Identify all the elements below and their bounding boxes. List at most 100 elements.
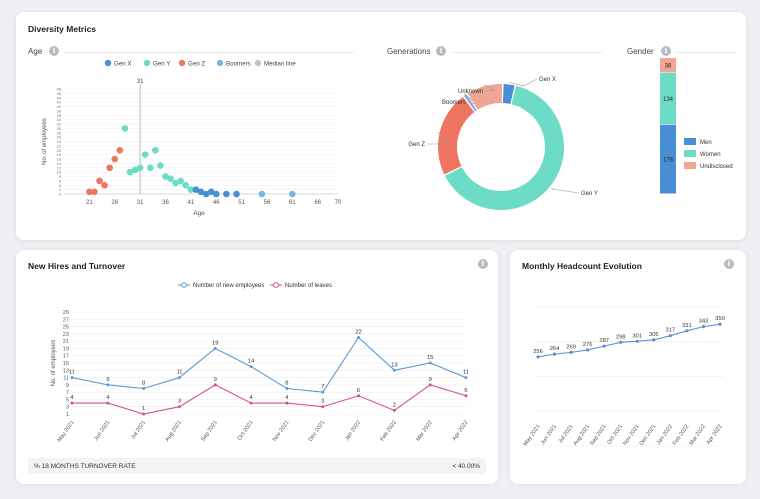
x-tick-label: Sep 2021: [589, 424, 608, 447]
x-axis-title: Age: [193, 210, 205, 217]
card-title: Diversity Metrics: [28, 24, 97, 34]
x-tick-label: 61: [289, 200, 296, 206]
legend-label: Gen Y: [153, 60, 170, 67]
data-point: [552, 352, 557, 356]
x-tick-label: 66: [314, 200, 321, 206]
x-tick-label: 36: [162, 200, 169, 206]
y-tick-label: 17: [63, 354, 69, 360]
scatter-point: [157, 162, 164, 169]
slice-label: Gen Z: [408, 142, 425, 148]
data-point: [142, 412, 146, 416]
y-tick-label: 16: [57, 157, 62, 162]
y-tick-label: 38: [57, 108, 62, 113]
info-icon[interactable]: i: [478, 259, 488, 269]
legend-label: Gen X: [114, 60, 132, 67]
scatter-point: [131, 166, 139, 174]
y-tick-label: 9: [66, 383, 69, 389]
y-tick-label: 19: [63, 346, 69, 352]
leader-line: [427, 131, 450, 145]
x-tick-label: 41: [188, 200, 195, 206]
data-point: [249, 365, 253, 369]
y-tick-label: 26: [57, 135, 62, 140]
legend-marker: [273, 282, 279, 288]
generations-section-label: Generations: [387, 47, 431, 56]
x-tick-label: 70: [335, 200, 342, 206]
median-label: 31: [137, 79, 144, 85]
series-line: [537, 323, 721, 358]
data-label: 15: [427, 355, 433, 361]
x-tick-label: Jan 2022: [344, 420, 362, 442]
scatter-point: [197, 188, 205, 196]
data-label: 14: [248, 359, 255, 365]
data-point: [106, 383, 110, 387]
y-tick-label: 2: [59, 187, 62, 192]
scatter-point: [212, 190, 220, 198]
data-label: 331: [682, 323, 692, 329]
y-tick-label: 12: [57, 165, 62, 170]
data-label: 9: [214, 377, 217, 383]
legend-marker: [178, 59, 186, 67]
y-tick-label: 44: [57, 95, 62, 100]
scatter-point: [223, 190, 230, 198]
y-tick-label: 4: [59, 183, 62, 188]
legend-swatch: [684, 162, 696, 169]
data-label: 4: [70, 395, 74, 401]
hires-line-chart: Number of new employees Number of leaves 1…: [51, 282, 470, 443]
scatter-point: [106, 164, 113, 172]
y-tick-label: 21: [63, 339, 69, 345]
info-icon[interactable]: i: [724, 259, 734, 269]
y-tick-label: 11: [63, 376, 69, 382]
x-tick-label: 51: [238, 200, 245, 206]
y-tick-label: 42: [57, 100, 62, 105]
legend-label: Women: [700, 152, 721, 158]
gender-bar-value: 178: [663, 157, 674, 163]
data-label: 301: [632, 333, 642, 339]
data-point: [701, 325, 706, 329]
data-point: [464, 376, 468, 380]
donut-slice: [445, 85, 564, 210]
data-point: [586, 348, 590, 352]
y-tick-label: 13: [63, 368, 69, 374]
y-tick-label: 27: [63, 317, 69, 323]
info-icon[interactable]: i: [661, 46, 671, 56]
scatter-point: [233, 190, 240, 198]
data-point: [142, 387, 146, 390]
x-tick-label: Dec 2021: [639, 424, 658, 447]
scatter-point: [177, 177, 185, 185]
scatter-point: [182, 181, 190, 189]
legend-swatch: [684, 138, 696, 145]
data-point: [685, 329, 689, 333]
divider: [64, 52, 354, 53]
scatter-point: [141, 151, 149, 158]
data-label: 11: [176, 370, 182, 376]
y-axis-title: No. of employees: [42, 118, 48, 165]
gender-section-label: Gender: [627, 47, 654, 56]
gender-bar-value: 134: [663, 97, 674, 103]
y-tick-label: 7: [66, 390, 69, 396]
slice-label: Unknown: [458, 89, 483, 95]
x-tick-label: Apr 2022: [452, 420, 470, 442]
gender-stacked-bar: 178 134 38 Men Women Undisclosed: [660, 58, 733, 194]
x-tick-label: Jun 2021: [540, 424, 558, 446]
x-tick-label: May 2021: [523, 424, 542, 448]
y-axis-title: No. of employees: [51, 340, 57, 387]
data-label: 305: [649, 332, 659, 338]
scatter-point: [192, 186, 200, 193]
y-tick-label: 8: [59, 174, 62, 179]
leader-line: [551, 187, 580, 194]
legend-marker: [104, 59, 112, 67]
scatter-point: [258, 190, 266, 198]
data-point: [213, 346, 217, 350]
leader-line: [509, 78, 538, 87]
data-point: [106, 401, 110, 405]
scatter-point: [121, 125, 129, 132]
info-icon[interactable]: i: [436, 46, 446, 56]
gender-bar-segment: [660, 58, 676, 73]
legend-label: Boomers: [226, 60, 251, 67]
info-icon[interactable]: i: [49, 46, 59, 56]
scatter-point: [167, 175, 174, 182]
data-label: 276: [583, 342, 593, 348]
y-tick-label: 40: [57, 104, 62, 109]
data-label: 264: [550, 346, 560, 352]
